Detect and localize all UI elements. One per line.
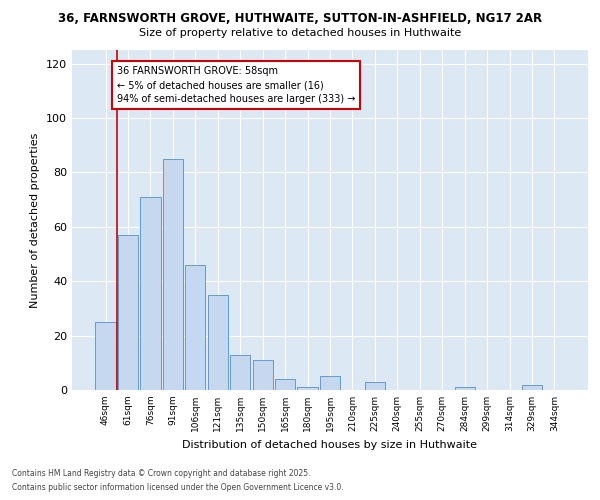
X-axis label: Distribution of detached houses by size in Huthwaite: Distribution of detached houses by size … bbox=[182, 440, 478, 450]
Bar bbox=[118, 235, 138, 390]
Bar bbox=[185, 265, 205, 390]
Bar bbox=[522, 384, 542, 390]
Y-axis label: Number of detached properties: Number of detached properties bbox=[31, 132, 40, 308]
Bar bbox=[298, 388, 317, 390]
Bar bbox=[230, 354, 250, 390]
Bar bbox=[163, 159, 183, 390]
Bar bbox=[455, 388, 475, 390]
Text: Contains public sector information licensed under the Open Government Licence v3: Contains public sector information licen… bbox=[12, 484, 344, 492]
Text: 36 FARNSWORTH GROVE: 58sqm
← 5% of detached houses are smaller (16)
94% of semi-: 36 FARNSWORTH GROVE: 58sqm ← 5% of detac… bbox=[117, 66, 355, 104]
Bar bbox=[320, 376, 340, 390]
Bar bbox=[95, 322, 116, 390]
Text: Size of property relative to detached houses in Huthwaite: Size of property relative to detached ho… bbox=[139, 28, 461, 38]
Bar bbox=[275, 379, 295, 390]
Bar bbox=[208, 295, 228, 390]
Bar bbox=[365, 382, 385, 390]
Bar bbox=[253, 360, 273, 390]
Bar bbox=[140, 197, 161, 390]
Text: Contains HM Land Registry data © Crown copyright and database right 2025.: Contains HM Land Registry data © Crown c… bbox=[12, 468, 311, 477]
Text: 36, FARNSWORTH GROVE, HUTHWAITE, SUTTON-IN-ASHFIELD, NG17 2AR: 36, FARNSWORTH GROVE, HUTHWAITE, SUTTON-… bbox=[58, 12, 542, 26]
